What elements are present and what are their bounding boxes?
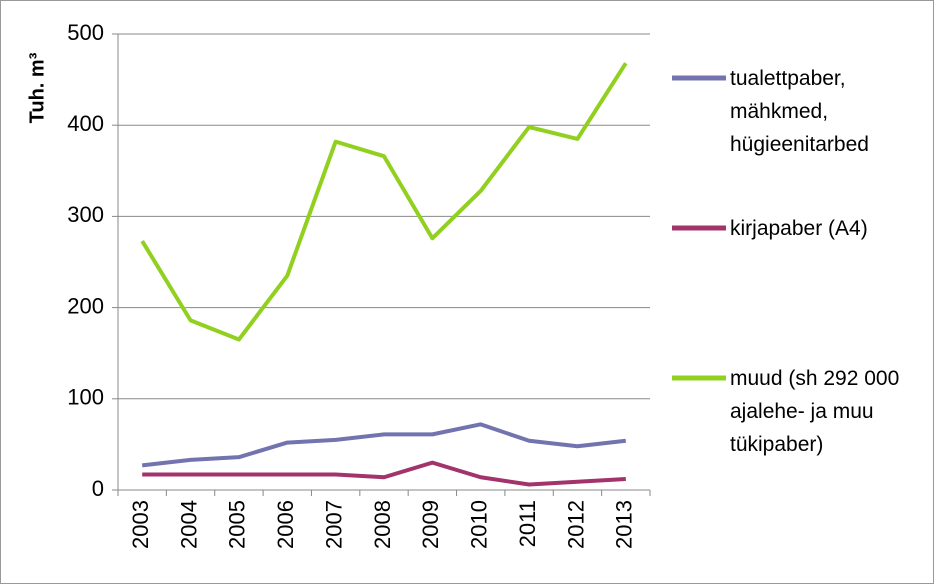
y-axis-label: Tuh. m³	[26, 52, 48, 123]
legend-label: muud (sh 292 000 ajalehe- ja muu tükipab…	[730, 367, 900, 456]
series-line	[141, 422, 627, 468]
legend-label: tualettpaber, mähkmed, hügieenitarbed	[730, 67, 869, 156]
x-tick-label: 2006	[273, 500, 298, 549]
y-tick-label: 0	[92, 476, 104, 501]
x-tick-label: 2013	[612, 500, 637, 549]
x-tick-label: 2003	[128, 500, 153, 549]
x-tick-label: 2007	[321, 500, 346, 549]
series-line	[140, 62, 628, 342]
legend-label: kirjapaber (A4)	[730, 217, 868, 240]
x-tick-label: 2008	[370, 500, 395, 549]
x-tick-label: 2005	[225, 500, 250, 549]
x-tick-label: 2004	[176, 500, 201, 549]
x-tick-label: 2012	[563, 500, 588, 549]
y-tick-label: 500	[67, 20, 104, 45]
y-tick-label: 300	[67, 202, 104, 227]
x-tick-label: 2011	[515, 500, 540, 547]
x-tick-label: 2009	[418, 500, 443, 549]
y-tick-label: 200	[67, 293, 104, 318]
y-tick-label: 100	[67, 385, 104, 410]
y-tick-label: 400	[67, 111, 104, 136]
series-line	[142, 460, 626, 487]
x-tick-label: 2010	[467, 500, 492, 549]
